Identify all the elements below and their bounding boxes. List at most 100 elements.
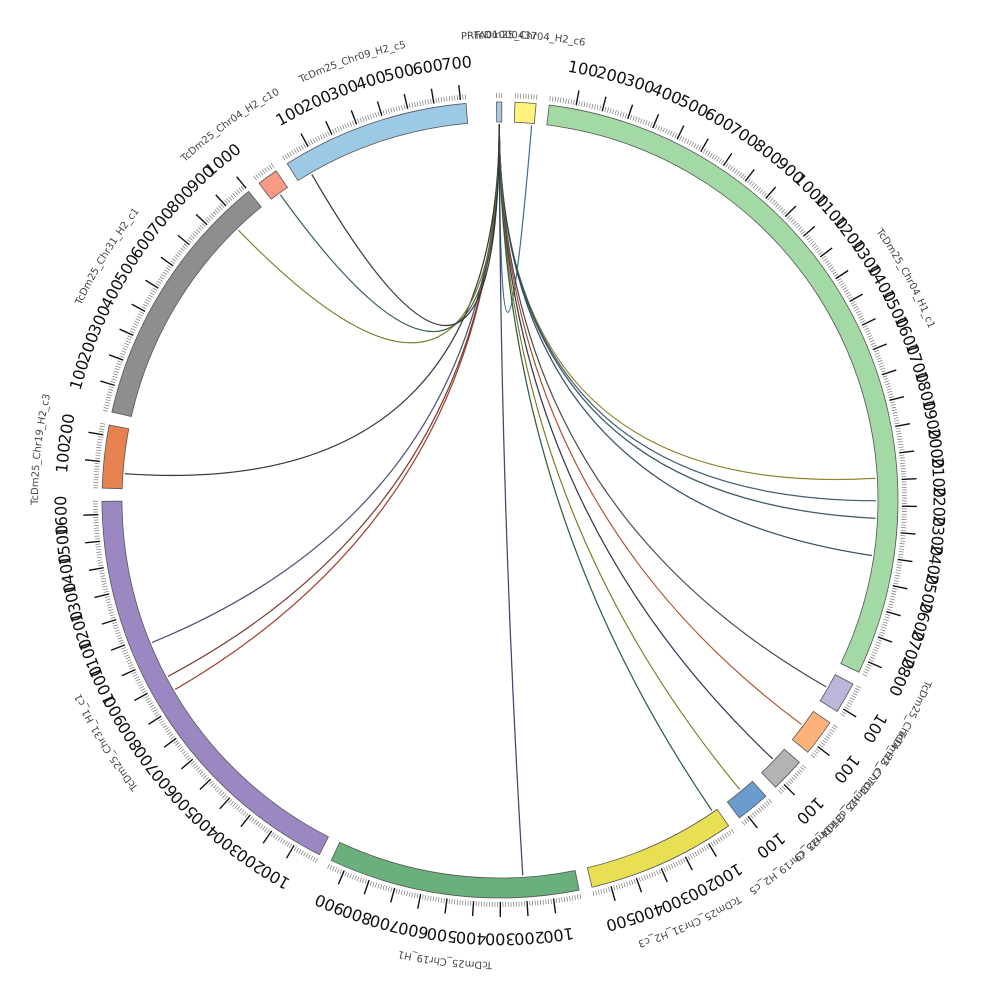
tick-minor [317,135,321,141]
tick-minor [898,449,904,451]
tick-major [177,234,190,246]
tick-minor [204,776,210,781]
tick-minor [730,828,735,834]
tick-major [892,584,908,590]
tick-major [872,343,887,351]
tick-minor [821,255,827,260]
tick-minor [815,247,820,251]
tick-major [100,380,115,387]
tick-minor [615,884,618,890]
tick-minor [279,838,284,843]
tick-minor [192,763,197,767]
tick-minor [801,230,806,235]
tick-minor [743,819,748,824]
tick-minor [100,575,106,577]
tick-label: 2800 [885,654,919,699]
tick-minor [797,226,802,231]
tick-minor [101,580,107,583]
tick-minor [109,611,115,614]
tick-minor [153,711,159,715]
tick-minor [416,101,419,107]
segment-2 [546,104,899,673]
tick-minor [888,393,894,396]
tick-minor [234,191,239,196]
tick-label: 400 [455,928,487,949]
tick-minor [201,773,206,777]
tick-minor [897,561,903,564]
link-outline-4 [498,124,872,556]
tick-minor [868,337,874,341]
tick-minor [319,134,323,140]
segment-8 [330,841,580,899]
tick-minor [897,556,903,558]
tick-minor [714,155,718,161]
tick-minor [888,603,894,606]
tick-minor [663,867,667,872]
tick-minor [682,857,686,863]
tick-minor [785,782,790,787]
link-9 [498,123,713,811]
tick-minor [161,273,166,278]
tick-minor [549,96,551,102]
tick-minor [106,396,112,399]
tick-minor [146,296,152,300]
tick-major [783,783,796,796]
tick-minor [896,433,902,435]
tick-minor [899,545,905,548]
tick-major [160,256,174,267]
tick-minor [129,666,135,670]
tick-minor [190,761,195,765]
tick-minor [112,375,118,379]
tick-major [526,901,529,917]
tick-major [849,293,863,303]
tick-minor [341,124,345,130]
tick-minor [786,214,791,219]
tick-minor [715,839,719,844]
tick-minor [284,154,288,160]
tick-minor [892,411,898,414]
tick-minor [446,96,448,102]
tick-minor [696,850,700,855]
tick-minor [242,811,247,816]
tick-minor [108,388,114,391]
tick-minor [633,878,636,884]
tick-minor [435,896,437,902]
tick-minor [119,355,125,358]
tick-major [886,610,901,617]
tick-minor [581,101,583,107]
tick-minor [778,789,783,794]
tick-minor [647,121,651,127]
tick-minor [874,352,880,355]
tick-minor [866,663,872,667]
tick-minor [126,659,132,663]
tick-minor [829,266,834,271]
tick-minor [871,344,877,348]
tick-minor [873,649,878,652]
tick-major [325,120,333,136]
tick-minor [162,724,168,729]
tick-minor [788,216,793,221]
tick-minor [183,243,188,248]
tick-minor [159,276,165,280]
tick-minor [324,132,328,138]
tick-minor [622,112,625,118]
segment-9 [101,500,329,856]
tick-minor [354,875,357,881]
tick-minor [95,546,101,548]
tick-major [700,138,709,153]
tick-minor [102,585,108,588]
tick-minor [264,167,268,173]
tick-minor [605,887,608,893]
tick-minor [411,892,414,898]
tick-minor [701,847,705,853]
tick-minor [766,800,771,805]
tick-minor [851,694,856,698]
segment-11 [111,190,262,417]
tick-minor [346,122,350,128]
tick-minor [106,603,112,606]
tick-minor [624,113,628,119]
tick-minor [804,234,810,239]
tick-major [747,815,758,829]
link-outline-6 [498,124,802,725]
tick-minor [828,731,834,735]
